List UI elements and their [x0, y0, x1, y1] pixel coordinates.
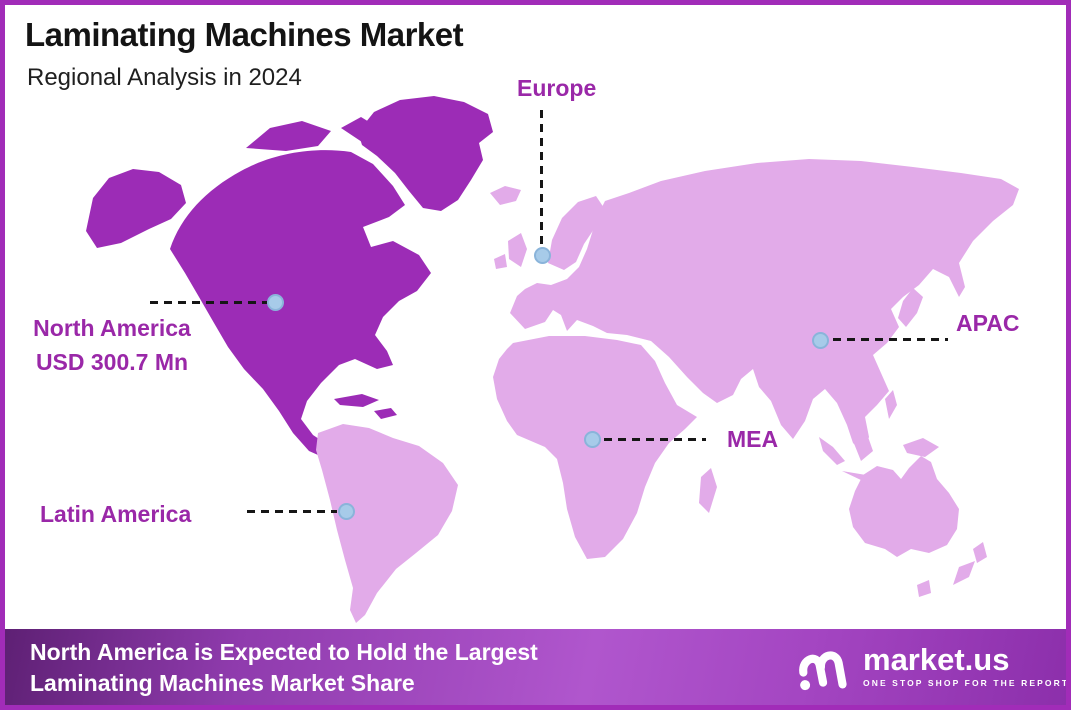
apac-label: APAC — [956, 310, 1020, 336]
latin-america-label: Latin America — [40, 501, 192, 527]
brand-tagline: ONE STOP SHOP FOR THE REPORTS — [863, 677, 1071, 688]
region-apac-shape — [510, 159, 1019, 597]
brand-name: market.us — [863, 641, 1010, 677]
europe-marker-dot — [534, 247, 551, 264]
market-us-logo-text: market.us ONE STOP SHOP FOR THE REPORTS — [863, 641, 1071, 688]
mea-label: MEA — [727, 426, 779, 452]
region-europe-shape — [490, 186, 604, 270]
header: Laminating Machines Market Regional Anal… — [25, 16, 464, 92]
page-subtitle: Regional Analysis in 2024 — [27, 64, 302, 91]
latin-america-leader-line — [247, 510, 337, 513]
footer-headline: North America is Expected to Hold the La… — [30, 637, 538, 699]
mea-marker-dot — [584, 431, 601, 448]
mea-leader-line — [604, 438, 706, 441]
north-america-marker-dot — [267, 294, 284, 311]
north-america-leader-line — [150, 301, 267, 304]
north-america-label-value: USD 300.7 Mn — [35, 349, 189, 375]
latin-america-marker-dot — [338, 503, 355, 520]
market-us-logo: market.us ONE STOP SHOP FOR THE REPORTS — [795, 637, 1071, 695]
apac-marker-dot — [812, 332, 829, 349]
market-us-logo-icon — [799, 651, 847, 691]
region-latin-america-shape — [316, 424, 458, 623]
region-north-america-shape — [86, 96, 493, 459]
footer-banner: North America is Expected to Hold the La… — [5, 629, 1071, 705]
footer-headline-line1: North America is Expected to Hold the La… — [30, 639, 538, 665]
north-america-label: North America USD 300.7 Mn — [14, 311, 210, 379]
footer-headline-line2: Laminating Machines Market Share — [30, 670, 415, 696]
europe-leader-line — [540, 110, 543, 252]
europe-label: Europe — [517, 75, 597, 101]
apac-leader-line — [833, 338, 948, 341]
north-america-label-name: North America — [33, 315, 191, 341]
page-title: Laminating Machines Market — [25, 16, 464, 53]
